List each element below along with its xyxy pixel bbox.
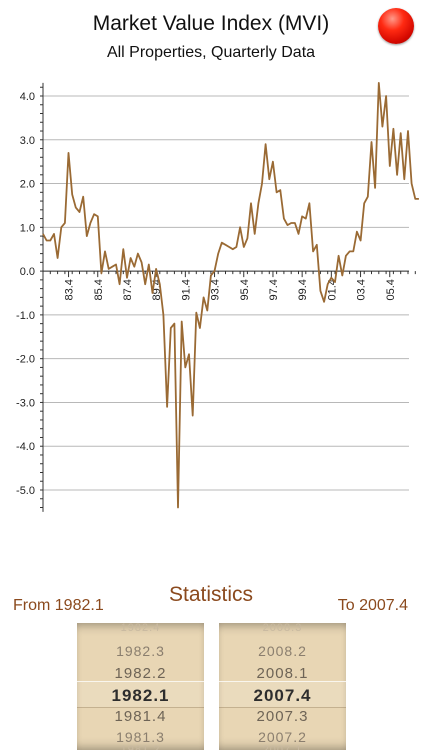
y-tick-label: -5.0 [16, 485, 35, 497]
x-tick-label: 01.4 [326, 279, 338, 300]
x-tick-label: 87.4 [122, 279, 134, 300]
y-tick-label: -1.0 [16, 310, 35, 322]
y-tick-label: 2.0 [20, 179, 35, 191]
picker-selected-value[interactable]: 2007.4 [253, 686, 312, 705]
x-tick-label: 99.4 [297, 279, 309, 300]
picker-option[interactable]: 1981.3 [116, 729, 165, 745]
from-label: From 1982.1 [13, 597, 104, 614]
picker-option[interactable]: 1981.4 [114, 708, 167, 725]
y-tick-label: 1.0 [20, 222, 35, 234]
x-tick-label: 83.4 [64, 279, 76, 300]
mvi-line-chart: 4.0 3.0 2.0 1.0 0.0 -1.0 -2.0 -3.0 -4.0 -5.0 83.4 8… [16, 82, 419, 512]
picker-option[interactable]: 2008.3 [262, 623, 303, 634]
x-tick-label: 03.4 [356, 279, 368, 300]
picker-option[interactable]: 1982.2 [114, 665, 167, 682]
y-tick-label: -2.0 [16, 354, 35, 366]
to-date-picker[interactable]: 2008.3 2008.2 2008.1 2007.4 2007.3 2007.2 2007… [219, 623, 346, 750]
page-title: Market Value Index (MVI) [92, 12, 330, 35]
x-tick-label: 91.4 [180, 279, 192, 300]
to-label: To 2007.4 [337, 597, 408, 614]
x-tick-label: 85.4 [93, 279, 105, 300]
picker-selection-band [219, 681, 346, 708]
close-button[interactable] [378, 8, 414, 44]
picker-option[interactable]: 1982.4 [120, 623, 161, 634]
picker-option[interactable]: 2007.1 [262, 744, 303, 750]
picker-option[interactable]: 1981.2 [120, 744, 161, 750]
x-tick-label: 93.4 [210, 279, 222, 300]
picker-option[interactable]: 2008.1 [256, 665, 309, 682]
y-tick-label: -3.0 [16, 397, 35, 409]
picker-selection-band [77, 681, 204, 708]
picker-option[interactable]: 2007.3 [256, 708, 309, 725]
x-tick-label: 05.4 [385, 279, 397, 300]
picker-selected-value[interactable]: 1982.1 [111, 686, 170, 705]
picker-option[interactable]: 2007.2 [258, 729, 307, 745]
from-date-picker[interactable]: 1982.4 1982.3 1982.2 1982.1 1981.4 1981.3 1981… [77, 623, 204, 750]
y-tick-label: 0.0 [20, 266, 35, 278]
y-tick-label: -4.0 [16, 441, 35, 453]
picker-option[interactable]: 2008.2 [258, 643, 307, 659]
y-tick-label: 3.0 [20, 135, 35, 147]
page-subtitle: All Properties, Quarterly Data [106, 44, 316, 61]
x-tick-label: 95.4 [239, 279, 251, 300]
x-tick-label: 97.4 [268, 279, 280, 300]
statistics-title: Statistics [168, 583, 254, 606]
picker-option[interactable]: 1982.3 [116, 643, 165, 659]
series-line [42, 82, 419, 509]
y-tick-label: 4.0 [20, 91, 35, 103]
